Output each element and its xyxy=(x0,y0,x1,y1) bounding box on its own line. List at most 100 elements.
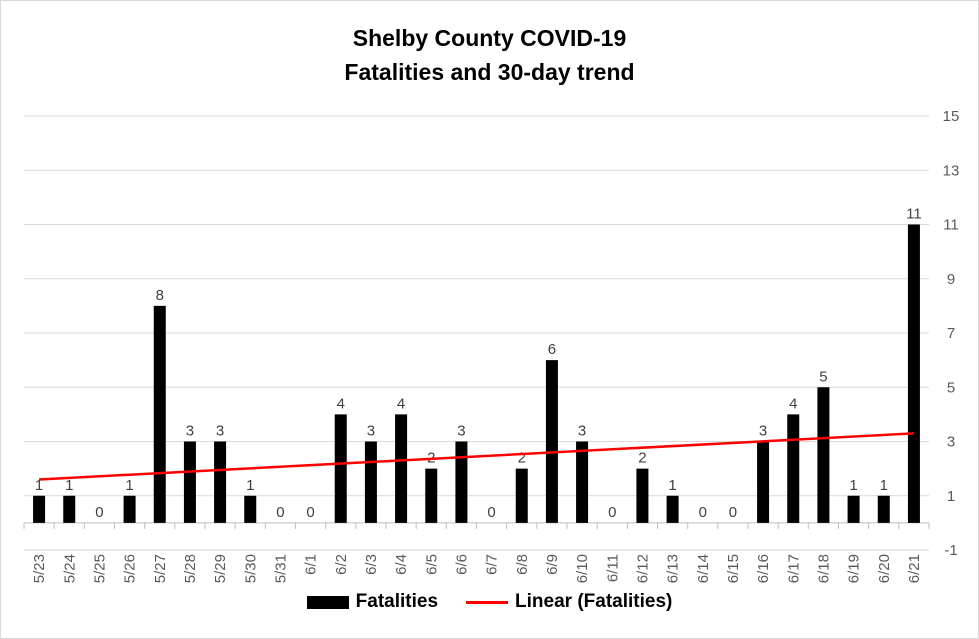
data-label: 4 xyxy=(337,395,345,412)
data-label: 1 xyxy=(35,477,43,494)
data-label: 0 xyxy=(487,504,495,521)
x-tick-label: 6/1 xyxy=(303,554,320,575)
data-label: 0 xyxy=(306,504,314,521)
x-tick-label: 5/31 xyxy=(272,554,289,583)
x-tick-label: 5/29 xyxy=(212,554,229,583)
bar xyxy=(183,441,196,523)
bar xyxy=(364,441,377,523)
y-tick-label: 5 xyxy=(947,379,955,396)
x-tick-label: 6/21 xyxy=(906,554,923,583)
y-tick-label: 1 xyxy=(947,488,955,505)
bar xyxy=(877,495,890,523)
bar xyxy=(455,441,468,523)
x-tick-label: 5/26 xyxy=(122,554,139,583)
data-label: 2 xyxy=(518,450,526,467)
data-label: 3 xyxy=(578,423,586,440)
bar xyxy=(395,414,408,523)
data-label: 1 xyxy=(246,477,254,494)
data-label: 0 xyxy=(729,504,737,521)
legend-label-trend: Linear (Fatalities) xyxy=(515,591,673,612)
x-tick-label: 6/19 xyxy=(846,554,863,583)
chart-legend: Fatalities Linear (Fatalities) xyxy=(1,591,978,613)
data-label: 0 xyxy=(699,504,707,521)
bar xyxy=(757,441,770,523)
data-label: 0 xyxy=(276,504,284,521)
y-tick-label: 13 xyxy=(943,162,960,179)
x-tick-label: 5/25 xyxy=(91,554,108,583)
bar xyxy=(545,360,558,523)
x-tick-label: 6/13 xyxy=(665,554,682,583)
x-tick-label: 6/11 xyxy=(604,554,621,582)
bar xyxy=(123,495,136,523)
x-tick-label: 6/6 xyxy=(453,554,470,575)
x-tick-label: 5/23 xyxy=(31,554,48,583)
bar xyxy=(334,414,347,523)
legend-item-trend: Linear (Fatalities) xyxy=(466,591,672,613)
bar xyxy=(847,495,860,523)
x-tick-label: 6/9 xyxy=(544,554,561,575)
x-tick-label: 6/17 xyxy=(785,554,802,583)
y-tick-label: 9 xyxy=(947,271,955,288)
bar xyxy=(515,468,528,523)
y-tick-label: 7 xyxy=(947,325,955,342)
x-tick-label: 6/18 xyxy=(815,554,832,583)
x-tick-label: 6/14 xyxy=(695,554,712,583)
data-label: 1 xyxy=(849,477,857,494)
bar xyxy=(666,495,679,523)
data-label: 3 xyxy=(367,423,375,440)
chart-subtitle: Fatalities and 30-day trend xyxy=(344,59,635,85)
y-tick-label: -1 xyxy=(944,542,957,559)
chart-title-block: Shelby County COVID-19 Fatalities and 30… xyxy=(1,21,978,89)
x-tick-label: 5/27 xyxy=(152,554,169,583)
bar xyxy=(636,468,649,523)
data-label: 4 xyxy=(789,395,797,412)
data-label: 2 xyxy=(638,450,646,467)
x-tick-label: 6/8 xyxy=(514,554,531,575)
legend-swatch-bar xyxy=(306,595,349,609)
data-label: 3 xyxy=(186,423,194,440)
data-label: 0 xyxy=(608,504,616,521)
bar xyxy=(907,224,920,523)
trendline xyxy=(39,432,914,481)
x-tick-label: 6/15 xyxy=(725,554,742,583)
legend-item-fatalities: Fatalities xyxy=(306,591,439,613)
data-label: 1 xyxy=(65,477,73,494)
data-label: 1 xyxy=(125,477,133,494)
y-tick-label: 11 xyxy=(943,217,959,234)
legend-swatch-line xyxy=(466,600,509,604)
data-label: 11 xyxy=(906,206,922,223)
data-label: 5 xyxy=(819,368,827,385)
legend-label-fatalities: Fatalities xyxy=(355,591,439,612)
bar xyxy=(153,305,166,523)
x-tick-label: 5/28 xyxy=(182,554,199,583)
data-label: 0 xyxy=(95,504,103,521)
y-tick-label: 15 xyxy=(943,108,960,125)
y-tick-label: 3 xyxy=(947,434,955,451)
data-label: 3 xyxy=(457,423,465,440)
x-tick-label: 5/24 xyxy=(61,554,78,583)
x-tick-label: 6/20 xyxy=(876,554,893,583)
data-label: 3 xyxy=(759,423,767,440)
data-label: 1 xyxy=(880,477,888,494)
x-tick-label: 6/3 xyxy=(363,554,380,575)
x-tick-label: 6/5 xyxy=(423,554,440,575)
bar xyxy=(576,441,589,523)
data-label: 3 xyxy=(216,423,224,440)
chart-title: Shelby County COVID-19 xyxy=(352,25,627,51)
x-tick-label: 6/10 xyxy=(574,554,591,583)
x-tick-label: 6/2 xyxy=(333,554,350,575)
data-label: 6 xyxy=(548,341,556,358)
bar xyxy=(33,495,46,523)
bar xyxy=(817,387,830,523)
x-tick-label: 6/12 xyxy=(634,554,651,583)
bar xyxy=(425,468,438,523)
data-label: 8 xyxy=(156,287,164,304)
bar xyxy=(787,414,800,523)
data-label: 1 xyxy=(668,477,676,494)
x-tick-label: 6/16 xyxy=(755,554,772,583)
bar xyxy=(244,495,257,523)
x-tick-label: 6/7 xyxy=(484,554,501,575)
data-label: 4 xyxy=(397,395,405,412)
